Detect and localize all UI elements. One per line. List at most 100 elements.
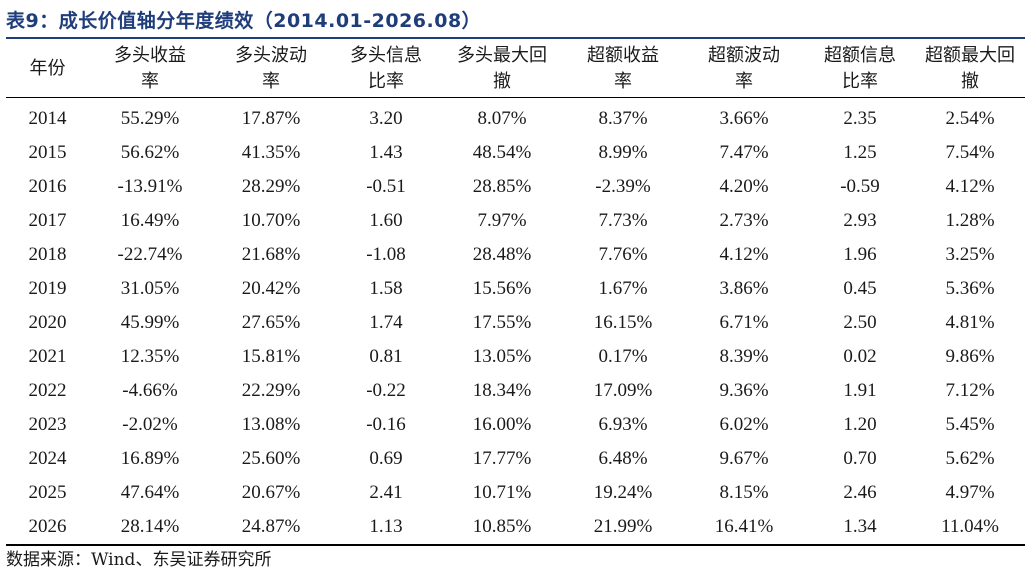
- table-cell: 28.48%: [472, 244, 532, 265]
- table-cell: 6.71%: [719, 312, 769, 333]
- table-cell: 1.58: [369, 278, 403, 299]
- col-header-long-info-ratio: 多头信息 比率: [331, 40, 441, 98]
- table-cell: 17.77%: [472, 448, 532, 469]
- table-cell: 1.43: [369, 142, 403, 163]
- table-cell: 10.71%: [472, 482, 532, 503]
- table-cell: 6.48%: [598, 448, 648, 469]
- table-cell: 16.89%: [120, 448, 180, 469]
- table-cell: -22.74%: [117, 244, 183, 265]
- table-cell: 10.85%: [441, 510, 563, 546]
- table-cell: 2.54%: [945, 108, 995, 129]
- table-cell: 0.70: [843, 448, 877, 469]
- table-cell: 2015: [28, 142, 67, 163]
- table-cell: -0.22: [366, 380, 406, 401]
- table-cell: -2.02%: [122, 414, 178, 435]
- table-cell: 22.29%: [241, 380, 301, 401]
- table-row: 2018 -22.74% 21.68% -1.08 28.48% 7.76% 4.12% 1.…: [6, 238, 1025, 272]
- source-note: 数据来源：Wind、东吴证券研究所: [6, 550, 272, 570]
- table-cell: 15.56%: [472, 278, 532, 299]
- table-cell: 2.41: [369, 482, 403, 503]
- col-header-excess-volatility: 超额波动率: [683, 40, 805, 98]
- table-cell: 28.14%: [89, 510, 211, 546]
- table-cell: 3.66%: [719, 108, 769, 129]
- table-row: 2023 -2.02% 13.08% -0.16 16.00% 6.93% 6.02% 1.2…: [6, 408, 1025, 442]
- table-cell: 8.39%: [719, 346, 769, 367]
- table-row: 2026 28.14% 24.87% 1.13 10.85% 21.99% 16.41% 1.…: [6, 510, 1025, 546]
- table-cell: 9.36%: [719, 380, 769, 401]
- table-cell: 1.60: [369, 210, 403, 231]
- table-cell: 2.50: [843, 312, 877, 333]
- table-cell: 11.04%: [915, 510, 1025, 546]
- table-cell: 1.96: [843, 244, 877, 265]
- table-row: 2025 47.64% 20.67% 2.41 10.71% 19.24% 8.15% 2.4…: [6, 476, 1025, 510]
- table-cell: 7.97%: [477, 210, 527, 231]
- table-cell: 7.54%: [945, 142, 995, 163]
- table-cell: 0.02: [843, 346, 877, 367]
- table-row: 2020 45.99% 27.65% 1.74 17.55% 16.15% 6.71% 2.5…: [6, 306, 1025, 340]
- table-cell: 2023: [28, 414, 67, 435]
- table-cell: 4.20%: [719, 176, 769, 197]
- table-cell: 2022: [28, 380, 67, 401]
- table-cell: 5.62%: [945, 448, 995, 469]
- table-cell: 3.20: [369, 108, 403, 129]
- table-cell: 2016: [28, 176, 67, 197]
- table-cell: 4.97%: [945, 482, 995, 503]
- table-cell: 17.55%: [472, 312, 532, 333]
- table-cell: 2026: [6, 510, 89, 546]
- table-cell: 1.91: [843, 380, 877, 401]
- table-cell: -2.39%: [595, 176, 651, 197]
- table-cell: 10.70%: [241, 210, 301, 231]
- table-cell: 17.09%: [593, 380, 653, 401]
- title-divider: [6, 37, 1025, 39]
- table-cell: 2.93: [843, 210, 877, 231]
- table-row: 2014 55.29% 17.87% 3.20 8.07% 8.37% 3.66% 2.35 2…: [6, 98, 1025, 137]
- table-cell: 5.36%: [945, 278, 995, 299]
- table-cell: 2.35: [843, 108, 877, 129]
- table-cell: 0.17%: [598, 346, 648, 367]
- table-cell: 17.87%: [241, 108, 301, 129]
- table-cell: 2019: [28, 278, 67, 299]
- table-cell: 13.05%: [472, 346, 532, 367]
- table-cell: 2021: [28, 346, 67, 367]
- table-cell: 7.12%: [945, 380, 995, 401]
- table-cell: 41.35%: [241, 142, 301, 163]
- table-cell: 2018: [28, 244, 67, 265]
- col-header-excess-return: 超额收益率: [563, 40, 683, 98]
- table-cell: 6.02%: [719, 414, 769, 435]
- table-cell: 27.65%: [241, 312, 301, 333]
- performance-table: 年份 多头收益率 多头波动率 多头信息 比率 多头最大回撤 超额收益率 超额波动率…: [6, 40, 1025, 546]
- col-header-long-max-drawdown: 多头最大回撤: [441, 40, 563, 98]
- table-cell: -0.51: [366, 176, 406, 197]
- table-cell: 2.73%: [719, 210, 769, 231]
- table-row: 2022 -4.66% 22.29% -0.22 18.34% 17.09% 9.36% 1.…: [6, 374, 1025, 408]
- table-cell: 15.81%: [241, 346, 301, 367]
- table-cell: 2017: [28, 210, 67, 231]
- table-cell: 2014: [28, 108, 67, 129]
- table-cell: 0.69: [369, 448, 403, 469]
- table-cell: -0.59: [840, 176, 880, 197]
- table-cell: 4.81%: [945, 312, 995, 333]
- table-cell: 1.74: [369, 312, 403, 333]
- table-cell: 1.25: [843, 142, 877, 163]
- table-cell: 47.64%: [120, 482, 180, 503]
- table-cell: 18.34%: [472, 380, 532, 401]
- table-cell: 0.45: [843, 278, 877, 299]
- table-cell: 8.37%: [598, 108, 648, 129]
- table-cell: 1.28%: [945, 210, 995, 231]
- table-cell: 21.99%: [563, 510, 683, 546]
- table-cell: 2024: [28, 448, 67, 469]
- col-header-excess-max-drawdown: 超额最大回撤: [915, 40, 1025, 98]
- table-cell: 8.07%: [477, 108, 527, 129]
- table-cell: 55.29%: [120, 108, 180, 129]
- table-row: 2015 56.62% 41.35% 1.43 48.54% 8.99% 7.47% 1.25…: [6, 136, 1025, 170]
- table-row: 2016 -13.91% 28.29% -0.51 28.85% -2.39% 4.20% -…: [6, 170, 1025, 204]
- table-cell: 1.34: [805, 510, 915, 546]
- table-cell: 20.67%: [241, 482, 301, 503]
- col-header-year: 年份: [6, 40, 89, 98]
- table-cell: 16.41%: [683, 510, 805, 546]
- table-row: 2019 31.05% 20.42% 1.58 15.56% 1.67% 3.86% 0.45…: [6, 272, 1025, 306]
- table-cell: 20.42%: [241, 278, 301, 299]
- table-cell: 1.20: [843, 414, 877, 435]
- table-cell: 3.86%: [719, 278, 769, 299]
- table-cell: -4.66%: [122, 380, 178, 401]
